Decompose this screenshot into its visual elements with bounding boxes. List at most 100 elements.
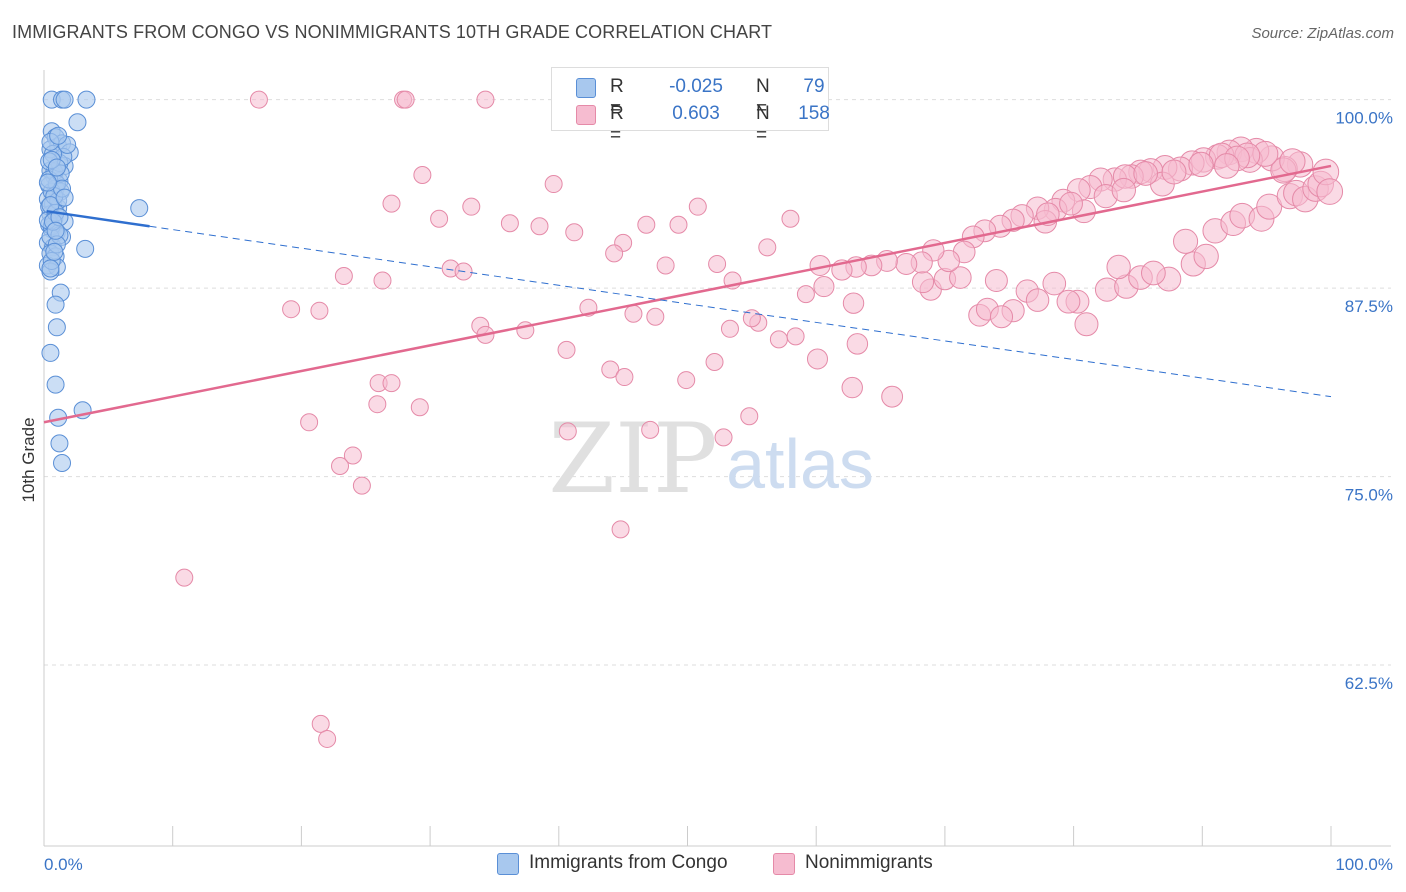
congo-point (47, 158, 66, 177)
nonimmigrants-point (641, 420, 660, 439)
nonimmigrants-point (544, 175, 563, 194)
nonimmigrants-point (813, 276, 835, 298)
y-tick-label: 75.0% (1345, 486, 1393, 505)
nonimmigrants-point (382, 194, 401, 213)
nonimmigrants-point (615, 368, 634, 387)
congo-point (76, 239, 95, 258)
nonimmigrants-point (984, 269, 1008, 293)
nonimmigrants-point (949, 266, 972, 289)
n-value: 158 (798, 103, 830, 124)
nonimmigrants-point (430, 209, 449, 228)
nonimmigrants-point (708, 254, 727, 273)
nonimmigrants-point (637, 215, 656, 234)
r-value: 0.603 (672, 103, 720, 124)
nonimmigrants-point (911, 270, 935, 294)
nonimmigrants-point (1279, 148, 1306, 175)
nonimmigrants-point (656, 256, 675, 275)
nonimmigrants-point (373, 271, 392, 290)
congo-point (77, 90, 96, 109)
nonimmigrants-point (1042, 271, 1067, 296)
nonimmigrants-point (1025, 288, 1050, 312)
nonimmigrants-point (249, 90, 268, 109)
nonimmigrants-point (601, 360, 620, 379)
congo-point (45, 242, 64, 261)
nonimmigrants-point (1074, 312, 1099, 337)
nonimmigrants-point (1316, 178, 1344, 205)
nonimmigrants-point (841, 376, 863, 399)
congo-swatch (576, 78, 596, 98)
nonimmigrants-point (989, 305, 1014, 329)
nonimmigrants-point (300, 413, 319, 432)
nonimmigrants-point (413, 165, 432, 184)
x-tick-label-start: 0.0% (44, 855, 83, 874)
nonimmigrants-point (1056, 289, 1081, 314)
nonimmigrants-point (368, 395, 387, 414)
nonimmigrants-point (530, 217, 549, 236)
congo-trend-line (46, 209, 150, 228)
congo-point (41, 343, 60, 362)
nonimmigrants-point (796, 285, 815, 304)
y-tick-label: 87.5% (1345, 297, 1393, 316)
nonimmigrants-point (175, 568, 194, 587)
nonimmigrants-swatch (576, 105, 596, 125)
nonimmigrants-legend-label: Nonimmigrants (805, 852, 933, 873)
nonimmigrants-point (318, 729, 337, 748)
nonimmigrants-legend-swatch (773, 853, 795, 875)
nonimmigrants-point (714, 428, 733, 447)
nonimmigrants-point (500, 214, 519, 233)
nonimmigrants-point (646, 307, 665, 326)
congo-point (130, 199, 149, 218)
congo-legend-swatch (497, 853, 519, 875)
nonimmigrants-point (846, 333, 869, 355)
congo-point (38, 173, 57, 192)
nonimmigrants-point (677, 371, 696, 390)
nonimmigrants-point (1141, 260, 1166, 286)
congo-trend-extension (149, 225, 1332, 398)
nonimmigrants-point (720, 319, 739, 338)
nonimmigrants-point (557, 340, 576, 359)
y-axis-label: 10th Grade (19, 417, 38, 502)
congo-point (50, 434, 69, 453)
nonimmigrants-point (740, 407, 759, 426)
source-label: Source: ZipAtlas.com (1251, 25, 1394, 42)
nonimmigrants-point (688, 197, 707, 216)
congo-point (41, 259, 60, 278)
congo-point (55, 188, 74, 207)
n-label: N = (756, 103, 770, 146)
axes (43, 70, 1391, 847)
congo-point (53, 454, 72, 472)
congo-point (46, 221, 65, 240)
y-tick-label: 100.0% (1335, 109, 1393, 128)
nonimmigrants-point (1193, 243, 1219, 270)
nonimmigrants-point (1106, 254, 1131, 280)
nonimmigrants-point (1173, 228, 1199, 254)
nonimmigrants-point (769, 330, 788, 349)
congo-point (47, 318, 66, 337)
congo-points (38, 90, 149, 472)
nonimmigrants-point (1111, 177, 1137, 203)
nonimmigrants-point (310, 301, 329, 320)
nonimmigrants-point (343, 446, 362, 465)
nonimmigrants-point (311, 714, 330, 733)
nonimmigrants-point (331, 457, 350, 476)
nonimmigrants-point (1188, 151, 1214, 178)
congo-point (55, 90, 74, 109)
nonimmigrants-point (1133, 161, 1159, 186)
nonimmigrants-point (605, 244, 624, 263)
nonimmigrants-point (806, 348, 828, 370)
congo-point (46, 295, 65, 314)
congo-point (68, 113, 87, 132)
nonimmigrants-point (669, 215, 688, 234)
nonimmigrants-point (476, 90, 495, 109)
nonimmigrants-point (558, 422, 577, 441)
congo-legend-label: Immigrants from Congo (529, 852, 728, 873)
nonimmigrants-point (1161, 159, 1187, 185)
r-label: R = (610, 103, 624, 146)
nonimmigrants-point (895, 252, 918, 275)
nonimmigrants-point (611, 520, 630, 539)
nonimmigrants-point (1036, 202, 1060, 226)
nonimmigrants-points (175, 90, 1344, 748)
nonimmigrants-point (382, 374, 401, 393)
nonimmigrants-point (781, 209, 800, 228)
